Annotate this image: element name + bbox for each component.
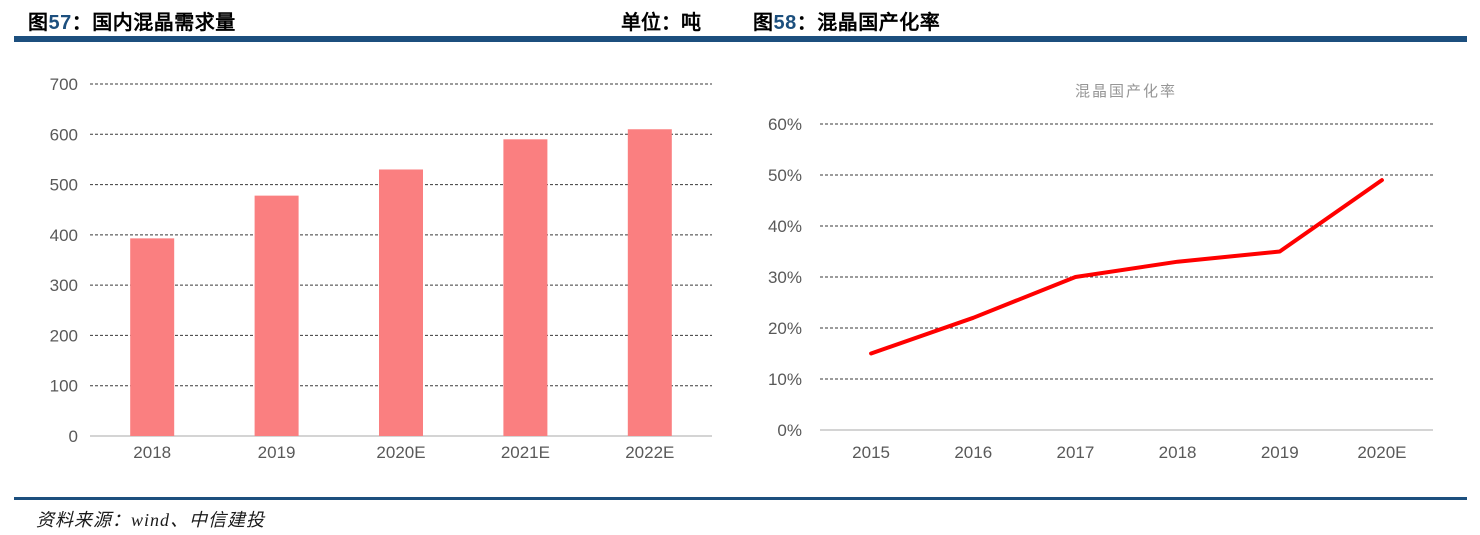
right-fig-word: 图 (753, 12, 774, 34)
left-chart-title: 图57：国内混晶需求量 (28, 6, 236, 35)
left-fig-rest: ：国内混晶需求量 (71, 12, 236, 34)
y-tick-label: 700 (50, 75, 78, 94)
x-tick-label: 2018 (1159, 443, 1197, 462)
y-tick-label: 30% (768, 268, 802, 287)
y-tick-label: 200 (50, 326, 78, 345)
x-tick-label: 2017 (1057, 443, 1095, 462)
x-tick-label: 2019 (1261, 443, 1299, 462)
unit-label: 单位：吨 (621, 12, 701, 34)
bar (254, 195, 299, 436)
right-fig-number: 58 (773, 12, 797, 34)
y-tick-label: 500 (50, 176, 78, 195)
y-tick-label: 400 (50, 226, 78, 245)
x-tick-label: 2020E (376, 443, 425, 462)
x-tick-label: 2015 (852, 443, 890, 462)
footer-divider-rule (14, 497, 1467, 500)
y-tick-label: 40% (768, 217, 802, 236)
x-tick-label: 2018 (133, 443, 171, 462)
y-tick-label: 100 (50, 377, 78, 396)
left-fig-number: 57 (48, 12, 72, 34)
right-fig-rest: ：混晶国产化率 (796, 12, 941, 34)
bar (503, 139, 548, 437)
source-note: 资料来源：wind、中信建投 (36, 510, 266, 530)
right-chart-title: 图58：混晶国产化率 (753, 6, 940, 35)
x-tick-label: 2019 (258, 443, 296, 462)
y-tick-label: 50% (768, 166, 802, 185)
y-tick-label: 600 (50, 125, 78, 144)
header-divider-rule (14, 36, 1467, 42)
bar (130, 238, 175, 436)
bar (627, 129, 672, 436)
trend-line (869, 178, 1384, 356)
x-tick-label: 2016 (954, 443, 992, 462)
bar (379, 169, 423, 436)
x-tick-label: 2022E (625, 443, 674, 462)
y-tick-label: 60% (768, 115, 802, 134)
y-tick-label: 20% (768, 319, 802, 338)
y-tick-label: 0% (777, 421, 802, 440)
localization-rate-line-chart: 混晶国产化率 0% 10% 20% 30% 40% 50% 60% 2015 2016 2017 20… (768, 83, 1433, 462)
x-tick-label: 2021E (501, 443, 550, 462)
y-tick-label: 300 (50, 276, 78, 295)
y-tick-label: 0 (69, 427, 78, 446)
left-fig-word: 图 (28, 12, 49, 34)
y-tick-label: 10% (768, 370, 802, 389)
domestic-demand-bar-chart: 0 100 200 300 400 500 600 700 2018 2019 2020E 2021E… (50, 75, 712, 462)
inline-chart-title: 混晶国产化率 (1075, 83, 1177, 100)
x-tick-label: 2020E (1357, 443, 1406, 462)
